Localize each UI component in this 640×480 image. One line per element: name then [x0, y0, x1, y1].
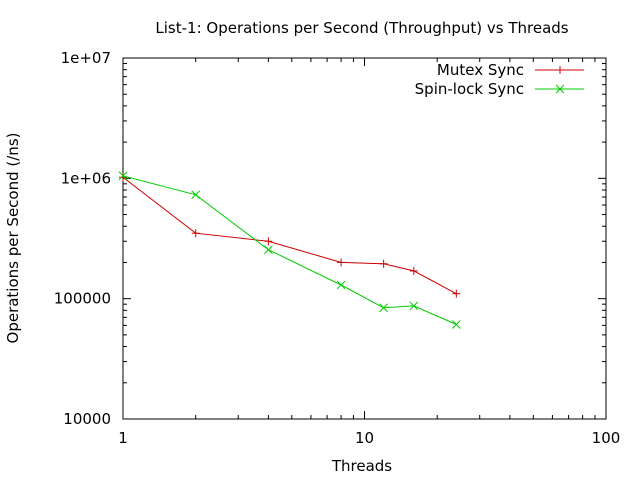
data-point-spin-lock-sync	[451, 320, 461, 329]
x-axis-label: Threads	[331, 457, 392, 475]
legend-entry-mutex-sync: Mutex Sync	[437, 61, 584, 79]
data-point-spin-lock-sync	[118, 171, 128, 181]
legend-label: Mutex Sync	[437, 61, 524, 79]
data-point-mutex-sync	[119, 173, 127, 182]
data-point-spin-lock-sync	[191, 190, 201, 200]
legend-label: Spin-lock Sync	[415, 80, 524, 98]
y-tick-label: 100000	[54, 290, 111, 308]
data-point-mutex-sync	[264, 237, 273, 246]
chart-title: List-1: Operations per Second (Throughpu…	[155, 19, 568, 37]
legend-marker	[556, 66, 564, 74]
axis-ticks	[122, 57, 607, 420]
y-tick-label: 1e+07	[61, 49, 111, 67]
legend-marker	[555, 84, 565, 94]
series-spin-lock-sync	[118, 171, 461, 329]
series-line-mutex-sync	[122, 176, 457, 295]
data-point-mutex-sync	[337, 258, 346, 267]
y-axis-label: Operations per Second (/ns)	[4, 133, 22, 344]
series-line-spin-lock-sync	[122, 175, 457, 325]
y-tick-label: 1e+06	[61, 169, 111, 187]
data-point-mutex-sync	[409, 266, 418, 275]
series-mutex-sync	[119, 173, 461, 298]
data-point-mutex-sync	[379, 259, 388, 268]
plot-frame	[122, 57, 607, 420]
x-tick-label: 100	[592, 429, 621, 447]
axis-tick-labels: 1 10 100 10000 100000 1e+06 1e+07	[54, 49, 621, 447]
y-tick-label: 10000	[63, 410, 111, 428]
data-point-spin-lock-sync	[336, 280, 346, 290]
data-point-spin-lock-sync	[379, 303, 388, 313]
data-point-spin-lock-sync	[264, 245, 273, 255]
data-point-spin-lock-sync	[409, 301, 419, 311]
series-layer	[118, 171, 461, 329]
legend-entry-spin-lock-sync: Spin-lock Sync	[415, 80, 584, 98]
x-tick-label: 10	[355, 429, 374, 447]
x-tick-label: 1	[118, 429, 128, 447]
data-point-mutex-sync	[452, 289, 461, 298]
data-point-mutex-sync	[191, 229, 200, 238]
